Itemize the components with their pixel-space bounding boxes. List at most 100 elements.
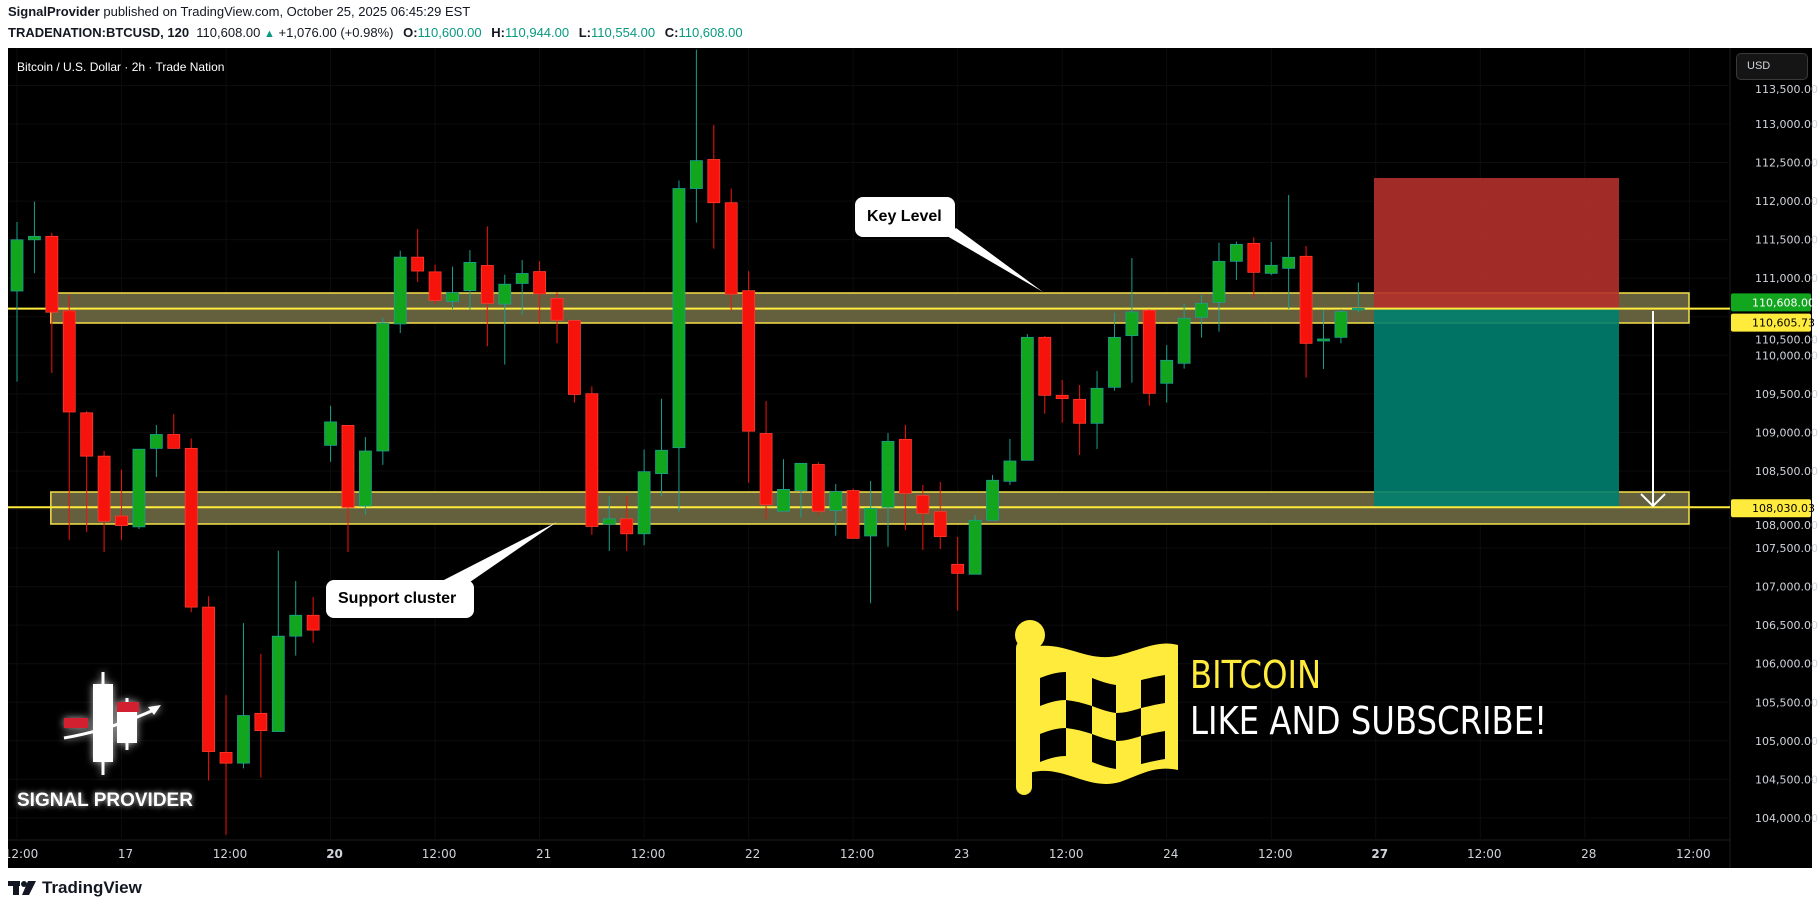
candle-down [202,606,216,752]
stop-loss-area[interactable] [1374,177,1619,309]
candle-down [585,393,599,527]
price-tick-label: 110,500.00 [1755,334,1818,347]
price-tick-label: 112,000.00 [1755,195,1818,208]
candle-down [1055,394,1069,400]
candle-up [1020,336,1034,461]
price-tick-label: 106,000.00 [1755,658,1818,671]
candle-down [184,447,198,608]
time-tick-label: 27 [1371,847,1388,861]
candle-up [446,292,459,302]
last-price-label-bg [1731,293,1811,312]
take-profit-area[interactable] [1374,308,1619,508]
candle-down [951,563,965,574]
candle-up [463,261,477,292]
candle-down [568,320,581,395]
candle-up [864,507,877,537]
time-tick-label: 24 [1163,847,1178,861]
candle-down [62,310,76,413]
tradingview-footer-logo[interactable]: TradingView [8,878,142,898]
time-axis[interactable]: 12:00 17 12:00 20 12:00 21 12:00 22 12:00 23 12:00… [4,847,1711,861]
support-callout-tail [440,522,557,582]
time-tick-label: 12:00 [422,847,457,861]
price-axis[interactable]: 104,000.00 104,500.00 105,000.00 105,500.00… [1755,83,1818,825]
last-price: 110,608.00 [196,25,261,40]
candle-down [97,455,111,522]
time-tick-label: 28 [1581,847,1596,861]
key-level-callout[interactable]: Key Level [855,197,955,237]
candle-up [149,434,163,449]
candle-down [1247,242,1261,273]
high-value: 110,944.00 [505,25,570,40]
candle-down [167,434,181,449]
close-label: C: [664,25,679,40]
candle-up [637,471,651,535]
price-tick-label: 109,500.00 [1755,388,1818,401]
price-tick-label: 113,000.00 [1755,118,1818,131]
support-cluster-callout[interactable]: Support cluster [326,580,474,618]
price-tick-label: 111,000.00 [1755,272,1818,285]
candle-up [1264,264,1278,274]
candle-up [1282,256,1296,269]
time-tick-label: 22 [745,847,760,861]
candle-down [219,751,233,764]
time-tick-label: 21 [536,847,551,861]
candle-up [393,256,407,325]
candle-up [324,421,337,446]
time-tick-label: 12:00 [213,847,248,861]
candle-down [1142,309,1156,394]
tradingview-wordmark: TradingView [42,878,142,897]
candle-down [428,271,442,301]
price-labels: 110,608.00 110,605.73 108,030.03 [1731,293,1815,518]
price-tick-label: 112,500.00 [1755,157,1818,170]
publish-info: SignalProvider published on TradingView.… [8,4,470,20]
candle-up [1090,387,1104,424]
candle-down [759,433,773,506]
candle-down [45,235,59,313]
candle-down [1299,255,1313,344]
candle-up [655,449,668,475]
candle-up [689,160,703,189]
price-tick-label: 105,500.00 [1755,696,1818,709]
last-price-label: 110,608.00 [1752,296,1815,309]
candle-down [933,511,947,538]
tradingview-icon [8,881,36,895]
price-change: +1,076.00 (+0.98%) [278,25,394,40]
price-tick-label: 104,500.00 [1755,773,1818,786]
price-tick-label: 108,500.00 [1755,465,1818,478]
candle-down [620,518,634,535]
banner-title: BITCOIN [1190,653,1322,697]
candle-down [306,614,320,631]
candle-up [376,322,390,452]
candle-down [1038,336,1052,396]
candle-up [1125,311,1139,337]
time-tick-label: 20 [326,847,343,861]
candle-up [829,491,843,511]
currency-button[interactable]: USD [1736,53,1808,80]
candle-up [498,283,512,305]
candle-up [1160,359,1174,384]
price-tick-label: 109,000.00 [1755,426,1818,439]
candle-up [1334,311,1348,338]
triangle-up-icon: ▲ [264,28,275,40]
candle-down [254,712,268,732]
horizontal-levels[interactable] [8,307,1730,509]
publish-text: published on TradingView.com, October 25… [99,4,471,19]
candle-up [132,448,146,528]
key-level-callout-tail [947,228,1043,292]
price-tick-label: 113,500.00 [1755,83,1818,96]
chart-title: Bitcoin / U.S. Dollar · 2h · Trade Natio… [17,60,225,74]
candle-down [916,495,930,514]
candle-up [1212,260,1226,303]
candle-down [707,159,721,204]
candle-up [1003,460,1017,482]
author-name[interactable]: SignalProvider [8,4,100,19]
short-position-tool[interactable] [1374,177,1619,508]
candle-up [1108,336,1121,388]
close-value: 110,608.00 [678,25,743,40]
time-tick-label: 12:00 [1676,847,1711,861]
candle-up [358,450,372,507]
candle-down [899,438,912,494]
low-value: 110,554.00 [591,25,656,40]
time-tick-label: 12:00 [4,847,39,861]
